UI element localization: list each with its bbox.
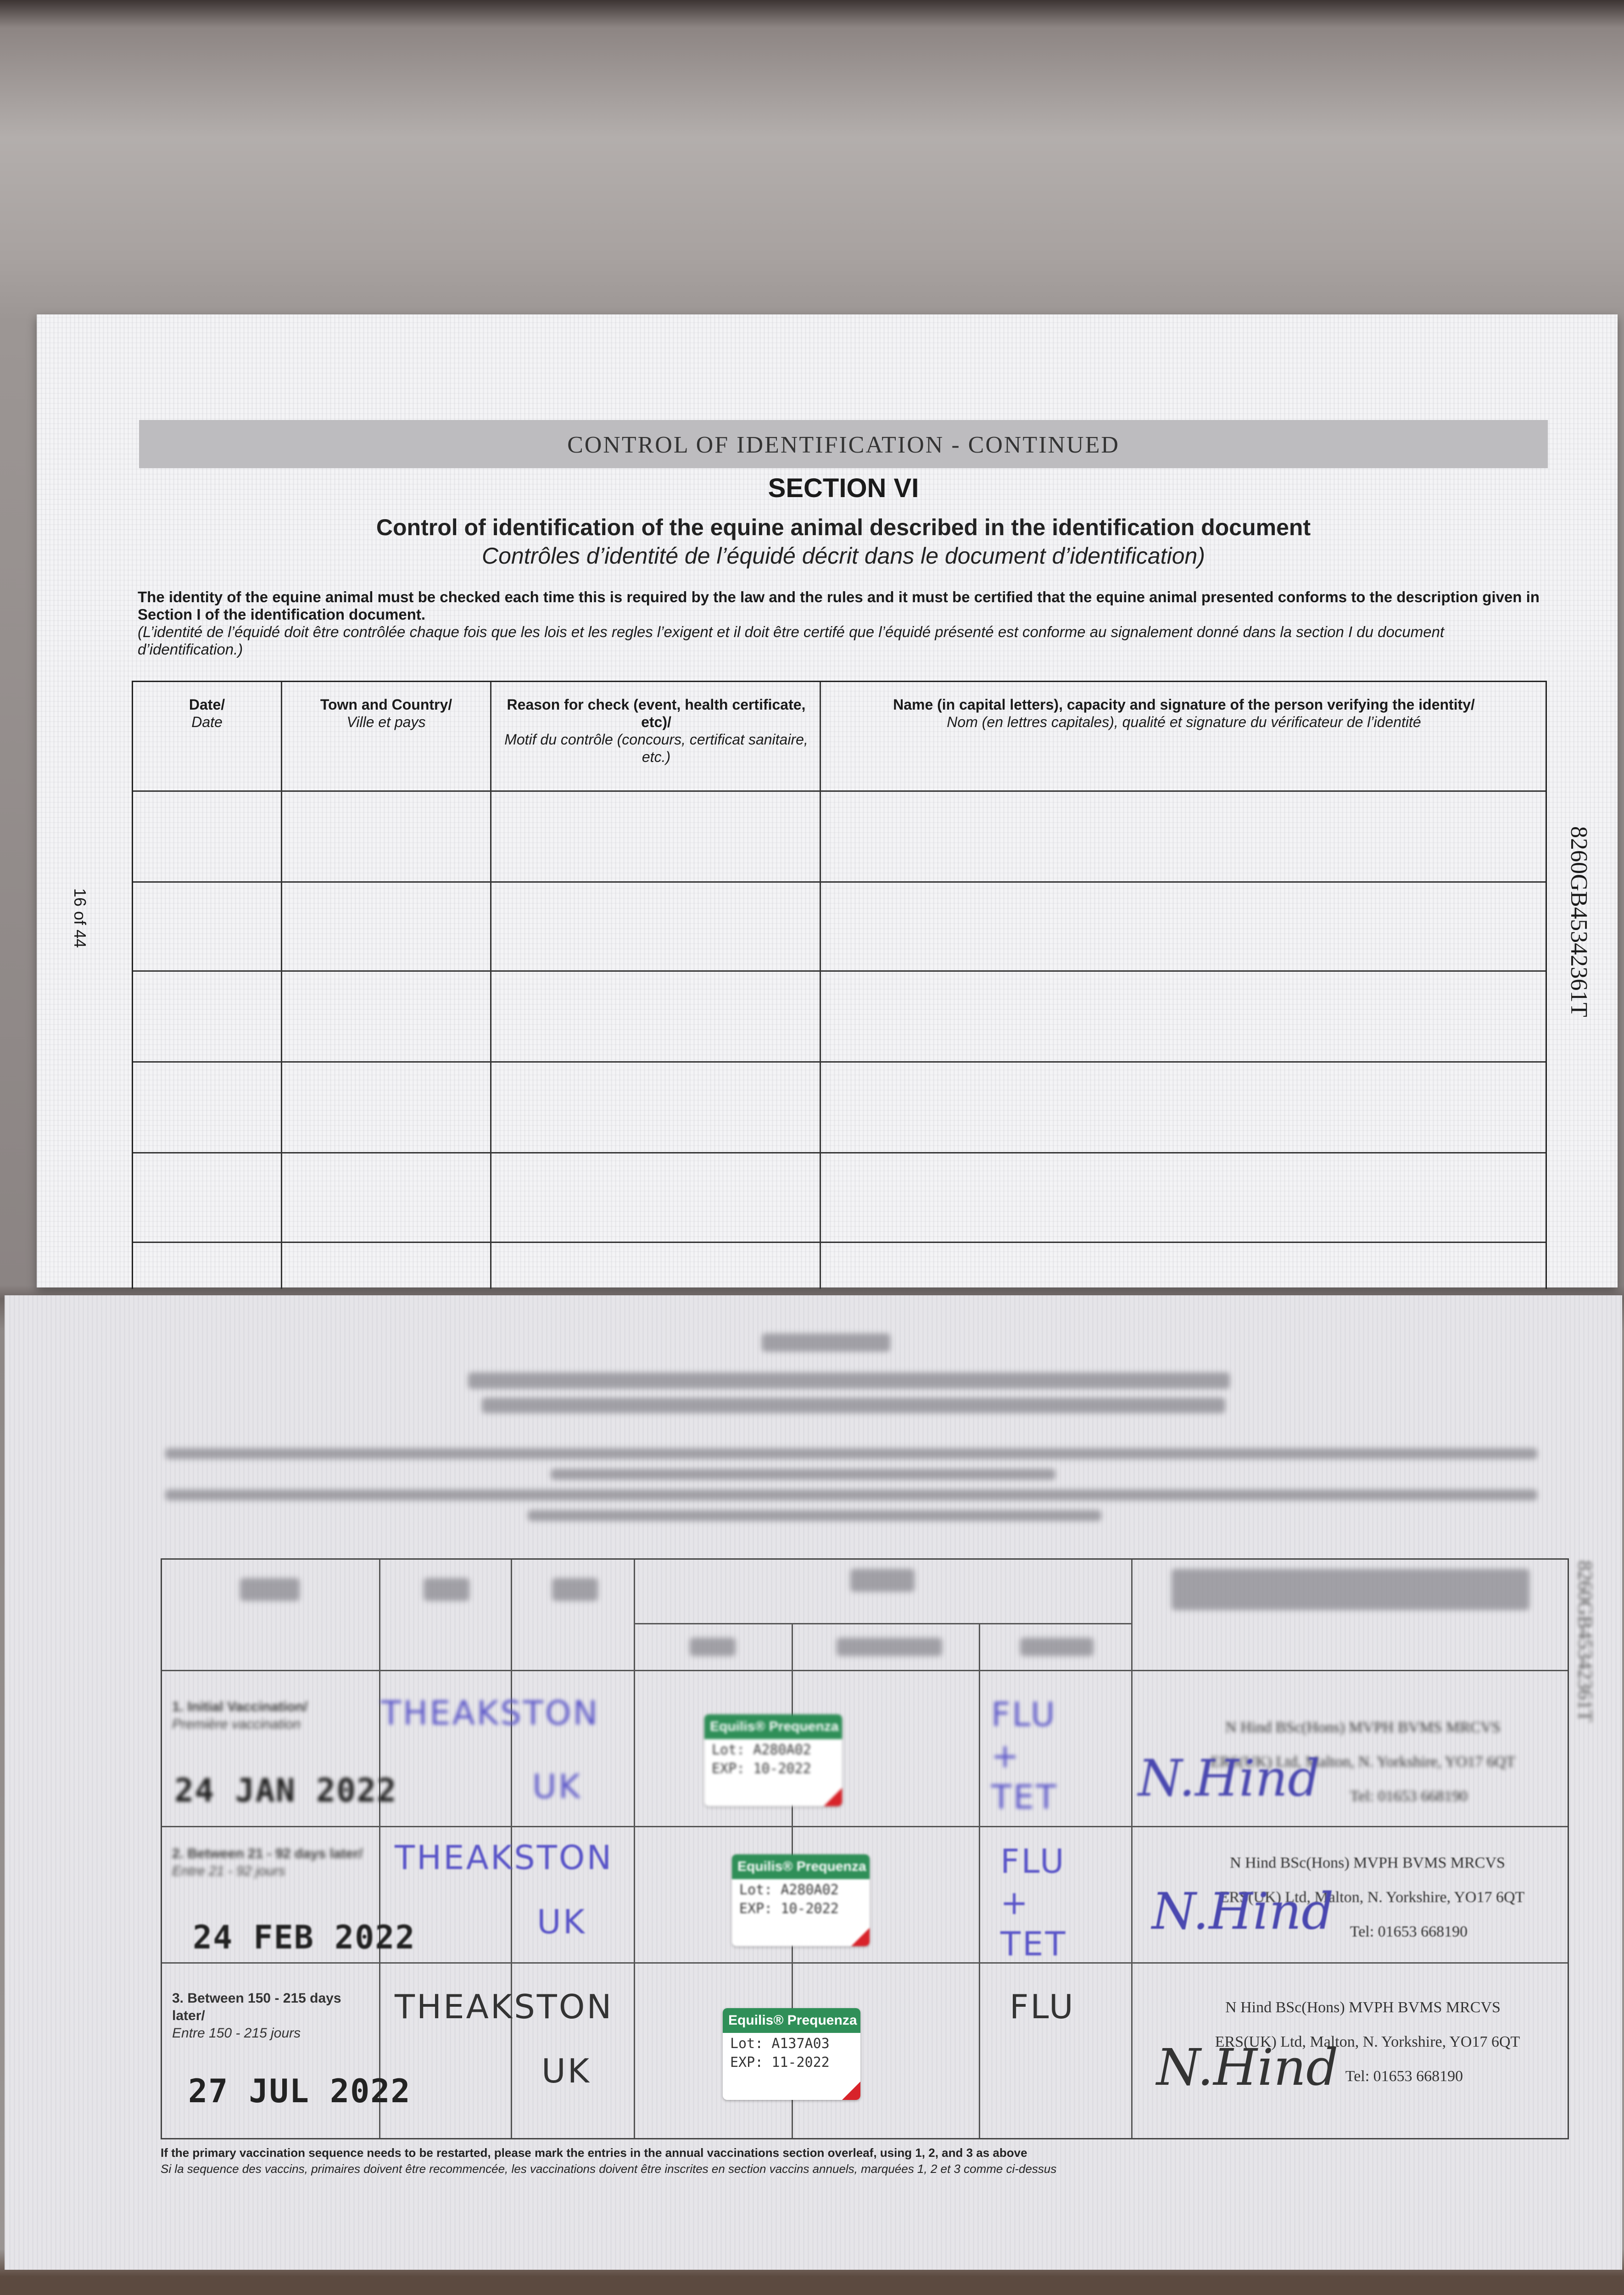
col-reason: Reason for check (event, health certific…	[504, 696, 808, 765]
row-3-vaccine-label: Equilis® Prequenza Lot: A137A03 EXP: 11-…	[723, 2008, 860, 2100]
blurred-section-heading	[762, 1333, 890, 1352]
page-number: 16 of 44	[71, 888, 89, 948]
row-3-vet-tel: Tel: 01653 668190	[1345, 2068, 1463, 2085]
blurred-text	[551, 1469, 1055, 1480]
col-date: Date/Date	[189, 696, 225, 730]
footnote-en: If the primary vaccination sequence need…	[161, 2146, 1027, 2160]
row-1-label: 1. Initial Vaccination/Première vaccinat…	[172, 1699, 308, 1732]
row-3-label: 3. Between 150 - 215 days later/Entre 15…	[172, 1991, 341, 2041]
footnote-fr: Si la sequence des vaccins, primaires do…	[161, 2162, 1057, 2176]
blurred-heading	[482, 1398, 1225, 1413]
row-2-vet-tel: Tel: 01653 668190	[1350, 1923, 1468, 1940]
row-3-country: UK	[541, 2052, 591, 2090]
blurred-text	[528, 1510, 1101, 1521]
row-3-signature: N.Hind	[1156, 2038, 1339, 2097]
row-2-date: 24 FEB 2022	[193, 1919, 416, 1956]
identity-check-table: Date/Date Town and Country/Ville et pays…	[132, 681, 1547, 1289]
top-page	[37, 314, 1618, 1287]
intro-fr: (L’identité de l’équidé doit être contrô…	[138, 623, 1445, 658]
blurred-text	[165, 1448, 1537, 1459]
col-town-country: Town and Country/Ville et pays	[320, 696, 452, 730]
banner-title: CONTROL OF IDENTIFICATION - CONTINUED	[567, 432, 1120, 458]
col-verifier: Name (in capital letters), capacity and …	[893, 696, 1475, 730]
row-1-place: THEAKSTON	[381, 1694, 600, 1732]
intro-en: The identity of the equine animal must b…	[138, 588, 1540, 623]
row-2-disease: FLU + TET	[1000, 1842, 1067, 1963]
row-3-place: THEAKSTON	[395, 1987, 614, 2026]
row-1-vaccine-label: Equilis® Prequenza Te Lot: A280A02 EXP: …	[704, 1714, 842, 1806]
intro-text: The identity of the equine animal must b…	[138, 588, 1542, 658]
row-1-signature: N.Hind	[1138, 1749, 1320, 1808]
passport-number-bottom: 8260GB45342361T	[1574, 1561, 1596, 1722]
title-en: Control of identification of the equine …	[376, 515, 1311, 540]
row-2-place: THEAKSTON	[395, 1838, 614, 1877]
row-3-date: 27 JUL 2022	[188, 2072, 411, 2110]
title-fr: Contrôles d’identité de l’équidé décrit …	[482, 543, 1205, 569]
row-2-vet-address: ERS(UK) Ltd, Malton, N. Yorkshire, YO17 …	[1219, 1889, 1525, 1906]
blurred-text	[165, 1489, 1537, 1500]
row-1-date: 24 JAN 2022	[174, 1772, 397, 1809]
row-1-vet-address: ERS(UK) Ltd, Malton, N. Yorkshire, YO17 …	[1210, 1753, 1516, 1770]
row-2-country: UK	[537, 1903, 586, 1941]
passport-number: 8260GB45342361T	[1566, 826, 1592, 1017]
banner-band	[139, 420, 1548, 468]
row-3-vet-address: ERS(UK) Ltd, Malton, N. Yorkshire, YO17 …	[1215, 2033, 1520, 2050]
blurred-heading	[468, 1372, 1230, 1389]
row-1-vet-name: N Hind BSc(Hons) MVPH BVMS MRCVS	[1225, 1719, 1501, 1736]
section-title: SECTION VI	[768, 473, 919, 503]
row-3-vet-name: N Hind BSc(Hons) MVPH BVMS MRCVS	[1225, 1999, 1501, 2016]
row-3-disease: FLU	[1010, 1987, 1075, 2026]
row-1-vet-tel: Tel: 01653 668190	[1350, 1788, 1468, 1805]
row-2-label: 2. Between 21 - 92 days later/Entre 21 -…	[172, 1846, 363, 1879]
row-1-disease: FLU + TET	[991, 1695, 1058, 1816]
row-2-signature: N.Hind	[1152, 1882, 1334, 1941]
row-1-country: UK	[532, 1767, 582, 1806]
row-2-vet-name: N Hind BSc(Hons) MVPH BVMS MRCVS	[1230, 1854, 1505, 1871]
row-2-vaccine-label: Equilis® Prequenza Te Lot: A280A02 EXP: …	[732, 1854, 870, 1946]
